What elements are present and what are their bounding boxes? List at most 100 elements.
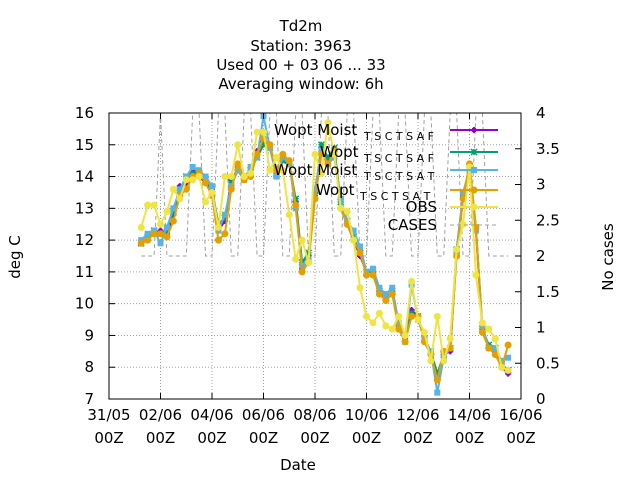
y2-tick-label: 0.5: [536, 354, 560, 372]
data-point: [376, 284, 383, 291]
data-point: [189, 164, 196, 171]
data-point: [311, 150, 319, 158]
data-point: [427, 357, 435, 365]
data-point: [492, 345, 499, 352]
data-point: [266, 166, 274, 174]
data-point: [150, 201, 158, 209]
data-point: [163, 227, 171, 235]
legend-entry: Wopt Moist T S C T S A T: [274, 161, 498, 183]
data-point: [382, 296, 390, 304]
data-point: [144, 236, 152, 244]
legend-entry: Wopt T S C T S A F: [320, 143, 498, 165]
data-point: [272, 153, 280, 161]
data-point: [491, 351, 499, 359]
data-point: [176, 195, 184, 203]
data-point: [401, 338, 409, 346]
data-point: [273, 173, 280, 180]
x-tick-label: 14/06: [448, 406, 491, 424]
data-point: [388, 290, 396, 298]
data-point: [214, 236, 222, 244]
data-point: [253, 128, 261, 136]
data-point: [505, 354, 512, 361]
data-point: [324, 119, 332, 127]
data-point: [279, 157, 287, 165]
data-point: [453, 246, 461, 254]
data-point: [157, 220, 164, 228]
data-point: [478, 319, 486, 327]
data-point: [253, 150, 261, 158]
data-point: [478, 328, 486, 336]
chart-title: Td2m Station: 3963 Used 00 + 03 06 ... 3…: [216, 17, 385, 93]
data-point: [279, 150, 287, 158]
data-point: [137, 223, 145, 231]
data-point: [208, 188, 216, 196]
x-tick-label: 04/06: [190, 406, 233, 424]
data-point: [324, 153, 332, 162]
data-point-core: [472, 128, 476, 132]
data-point: [272, 166, 280, 174]
y2-tick-label: 1: [536, 319, 546, 337]
title-line-3: Used 00 + 03 06 ... 33: [216, 56, 385, 74]
legend-entry: OBS: [406, 198, 498, 216]
data-point: [356, 249, 364, 257]
data-point: [285, 157, 293, 165]
x-axis-ticks: 31/05 00Z 02/06 00Z 04/06 00Z 06/06 00Z 08/06 00Z…: [87, 113, 543, 447]
data-point: [459, 220, 467, 228]
series-obs: [137, 119, 512, 374]
legend-sublabel: T S C T S A F: [363, 152, 434, 165]
data-point: [504, 341, 512, 349]
data-point: [498, 357, 505, 364]
data-point: [504, 366, 512, 374]
data-point: [433, 312, 441, 320]
data-point: [357, 243, 364, 250]
data-point: [163, 208, 171, 216]
data-point: [169, 185, 177, 193]
data-point-core: [222, 219, 227, 224]
data-point: [157, 240, 164, 247]
x-tick-label: 06/06: [242, 406, 285, 424]
y-tick-label: 16: [75, 104, 94, 122]
title-line-1: Td2m: [279, 17, 323, 35]
data-point: [491, 335, 499, 343]
data-point: [176, 186, 183, 193]
legend-sublabel: T S C T S A T: [363, 170, 435, 183]
y2-tick-label: 2: [536, 247, 546, 265]
x-tick-label: 00Z: [506, 429, 535, 447]
data-point: [157, 230, 164, 238]
data-point: [298, 268, 306, 276]
data-point: [182, 176, 190, 184]
data-point: [150, 230, 158, 238]
data-point: [337, 195, 344, 202]
legend-label: CASES: [388, 216, 437, 234]
data-point: [375, 309, 383, 317]
data-point: [485, 344, 493, 352]
data-point: [163, 224, 170, 231]
data-point: [471, 167, 477, 173]
data-point: [221, 230, 229, 238]
data-point: [375, 290, 383, 298]
series-line: [140, 122, 509, 372]
data-point: [388, 325, 396, 333]
data-point: [401, 331, 409, 339]
x-tick-label: 10/06: [345, 406, 388, 424]
data-point: [144, 230, 151, 237]
legend-sublabel: T S C T S A T: [359, 190, 431, 203]
data-point: [227, 179, 235, 187]
data-point: [369, 265, 376, 272]
data-point: [292, 255, 300, 263]
data-point: [202, 179, 210, 187]
legend-label: Wopt: [316, 181, 355, 199]
data-point: [234, 160, 242, 168]
y-tick-label: 9: [84, 326, 94, 344]
data-point: [472, 271, 480, 279]
y2-tick-label: 2.5: [536, 211, 560, 229]
data-point: [266, 141, 274, 149]
x-tick-label: 02/06: [139, 406, 182, 424]
y-axis-ticks: 7 8 9 10 11 12 13 14 15 16: [75, 104, 115, 408]
data-point: [189, 176, 197, 184]
data-point: [343, 208, 351, 216]
legend-entry: CASES: [388, 216, 498, 234]
y-axis-label: deg C: [6, 235, 24, 279]
x-axis-label: Date: [280, 456, 316, 474]
data-point: [395, 312, 403, 320]
